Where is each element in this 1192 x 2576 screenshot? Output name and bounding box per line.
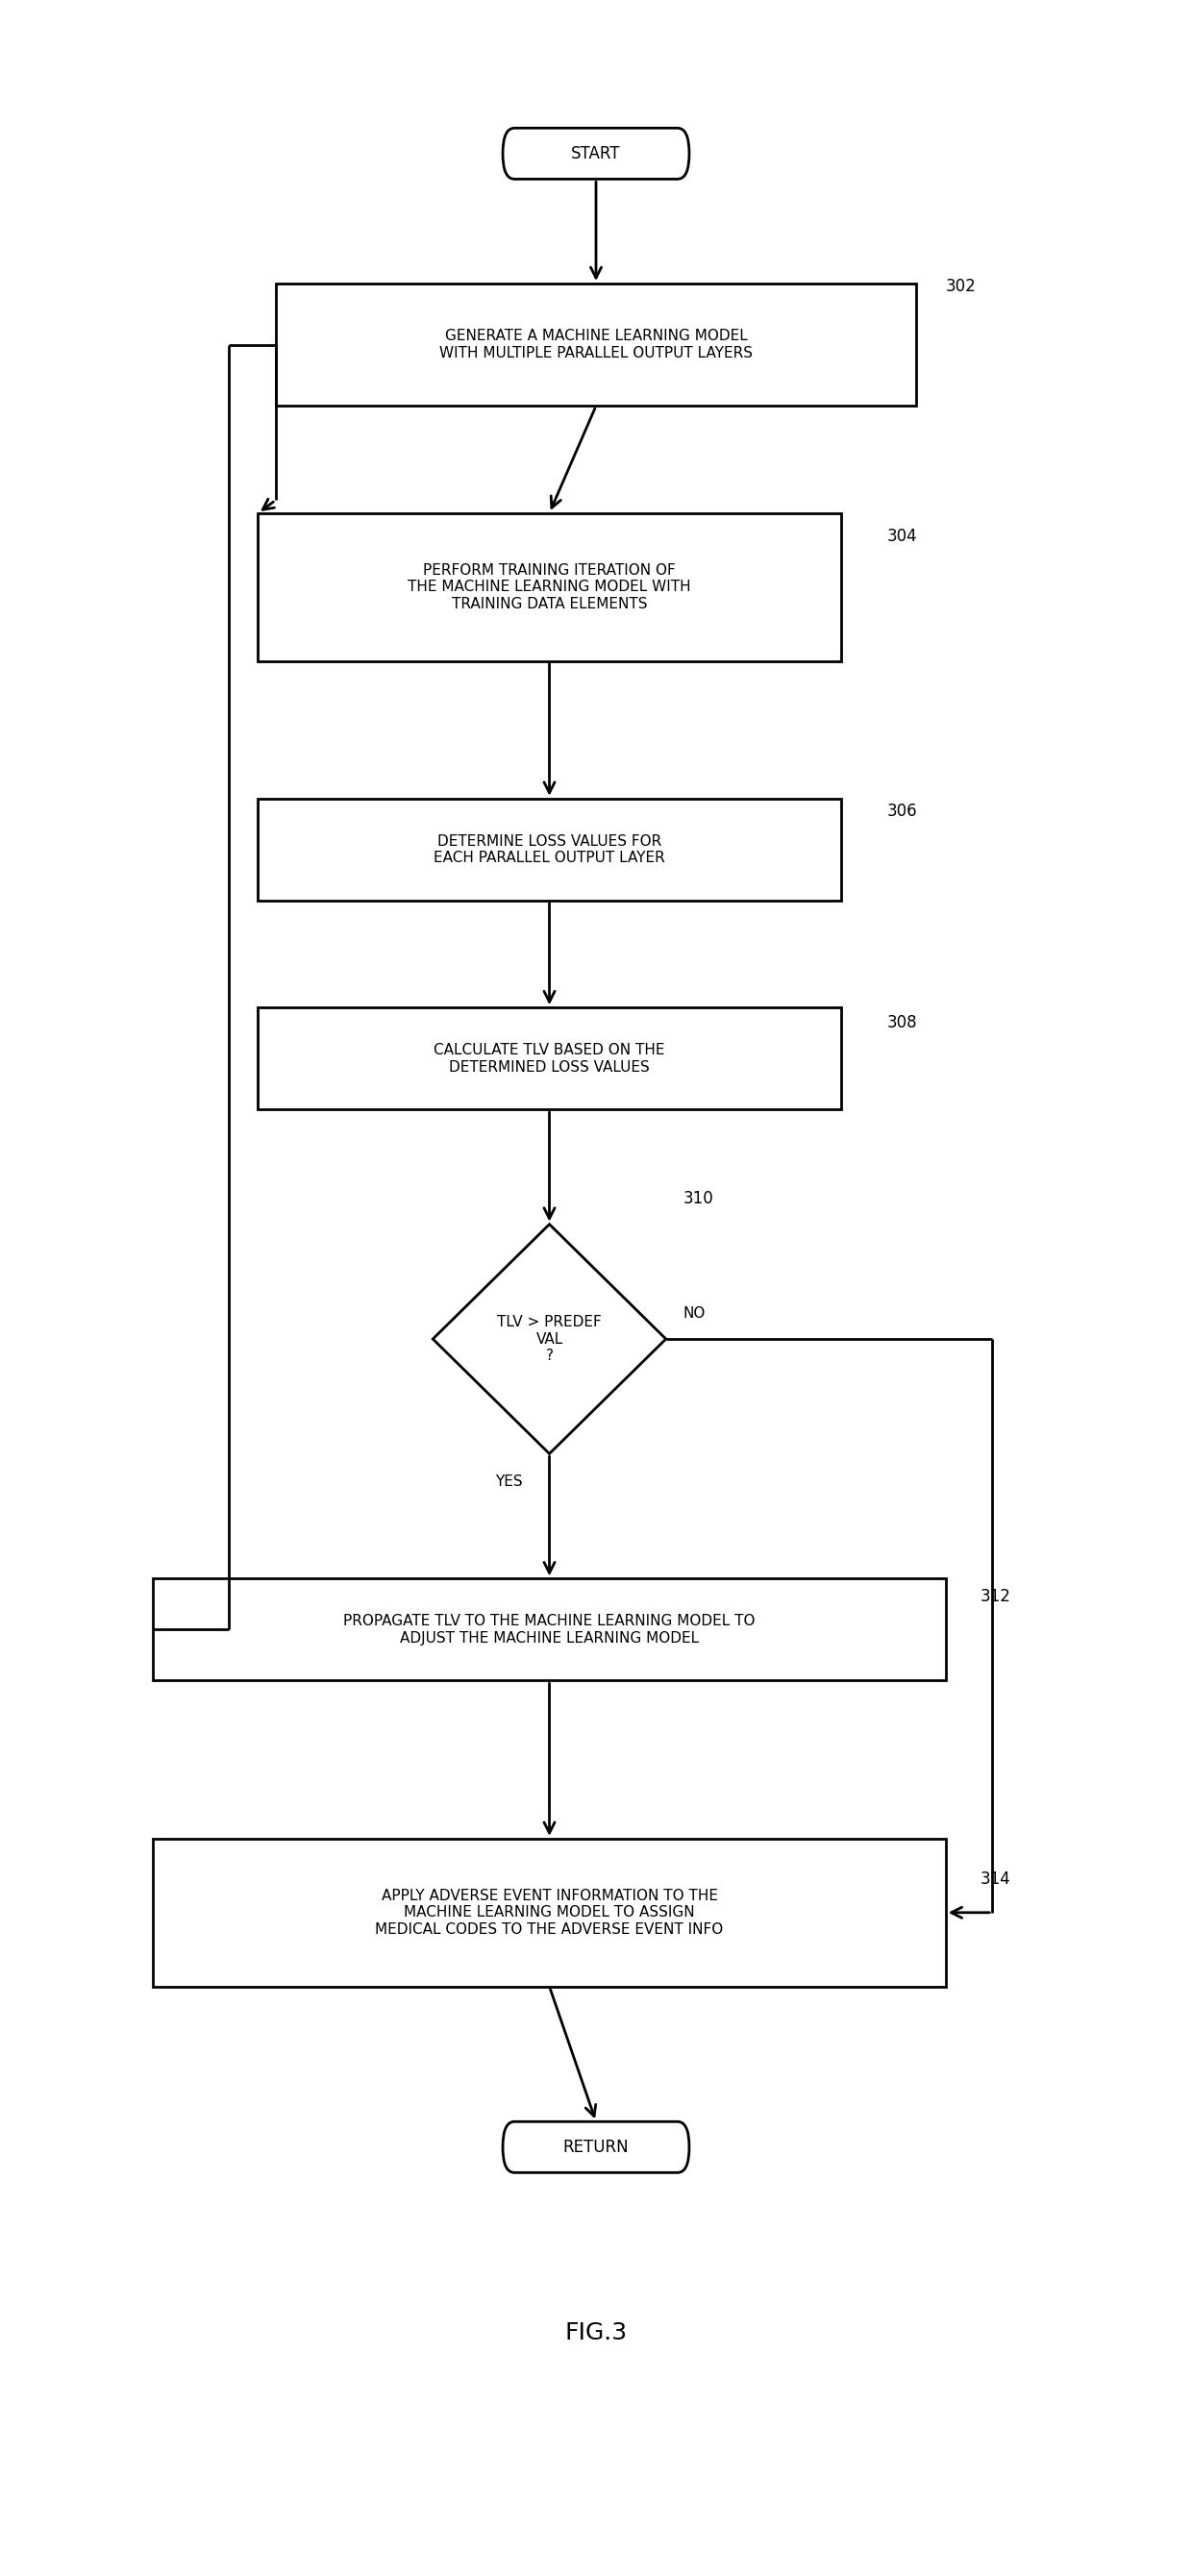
Text: 308: 308 xyxy=(887,1015,918,1030)
Bar xyxy=(154,1839,945,1986)
Bar xyxy=(257,1007,840,1110)
Bar xyxy=(275,283,917,407)
Text: NO: NO xyxy=(683,1306,706,1321)
Text: 302: 302 xyxy=(945,278,976,294)
Text: PROPAGATE TLV TO THE MACHINE LEARNING MODEL TO
ADJUST THE MACHINE LEARNING MODEL: PROPAGATE TLV TO THE MACHINE LEARNING MO… xyxy=(343,1615,756,1646)
Bar xyxy=(154,1579,945,1680)
FancyBboxPatch shape xyxy=(503,2123,689,2172)
Bar xyxy=(257,513,840,662)
Text: START: START xyxy=(571,144,621,162)
Bar xyxy=(257,799,840,902)
Text: PERFORM TRAINING ITERATION OF
THE MACHINE LEARNING MODEL WITH
TRAINING DATA ELEM: PERFORM TRAINING ITERATION OF THE MACHIN… xyxy=(408,564,691,611)
Text: APPLY ADVERSE EVENT INFORMATION TO THE
MACHINE LEARNING MODEL TO ASSIGN
MEDICAL : APPLY ADVERSE EVENT INFORMATION TO THE M… xyxy=(375,1888,724,1937)
Text: 314: 314 xyxy=(981,1870,1011,1888)
Text: YES: YES xyxy=(495,1473,522,1489)
Polygon shape xyxy=(433,1224,666,1453)
Text: 304: 304 xyxy=(887,528,918,544)
Text: RETURN: RETURN xyxy=(563,2138,629,2156)
Text: DETERMINE LOSS VALUES FOR
EACH PARALLEL OUTPUT LAYER: DETERMINE LOSS VALUES FOR EACH PARALLEL … xyxy=(434,835,665,866)
Text: CALCULATE TLV BASED ON THE
DETERMINED LOSS VALUES: CALCULATE TLV BASED ON THE DETERMINED LO… xyxy=(434,1043,665,1074)
FancyBboxPatch shape xyxy=(503,129,689,180)
Text: 312: 312 xyxy=(981,1587,1011,1605)
Text: TLV > PREDEF
VAL
?: TLV > PREDEF VAL ? xyxy=(497,1316,602,1363)
Text: GENERATE A MACHINE LEARNING MODEL
WITH MULTIPLE PARALLEL OUTPUT LAYERS: GENERATE A MACHINE LEARNING MODEL WITH M… xyxy=(440,330,752,361)
Text: FIG.3: FIG.3 xyxy=(565,2321,627,2344)
Text: 310: 310 xyxy=(683,1190,714,1208)
Text: 306: 306 xyxy=(887,804,918,819)
